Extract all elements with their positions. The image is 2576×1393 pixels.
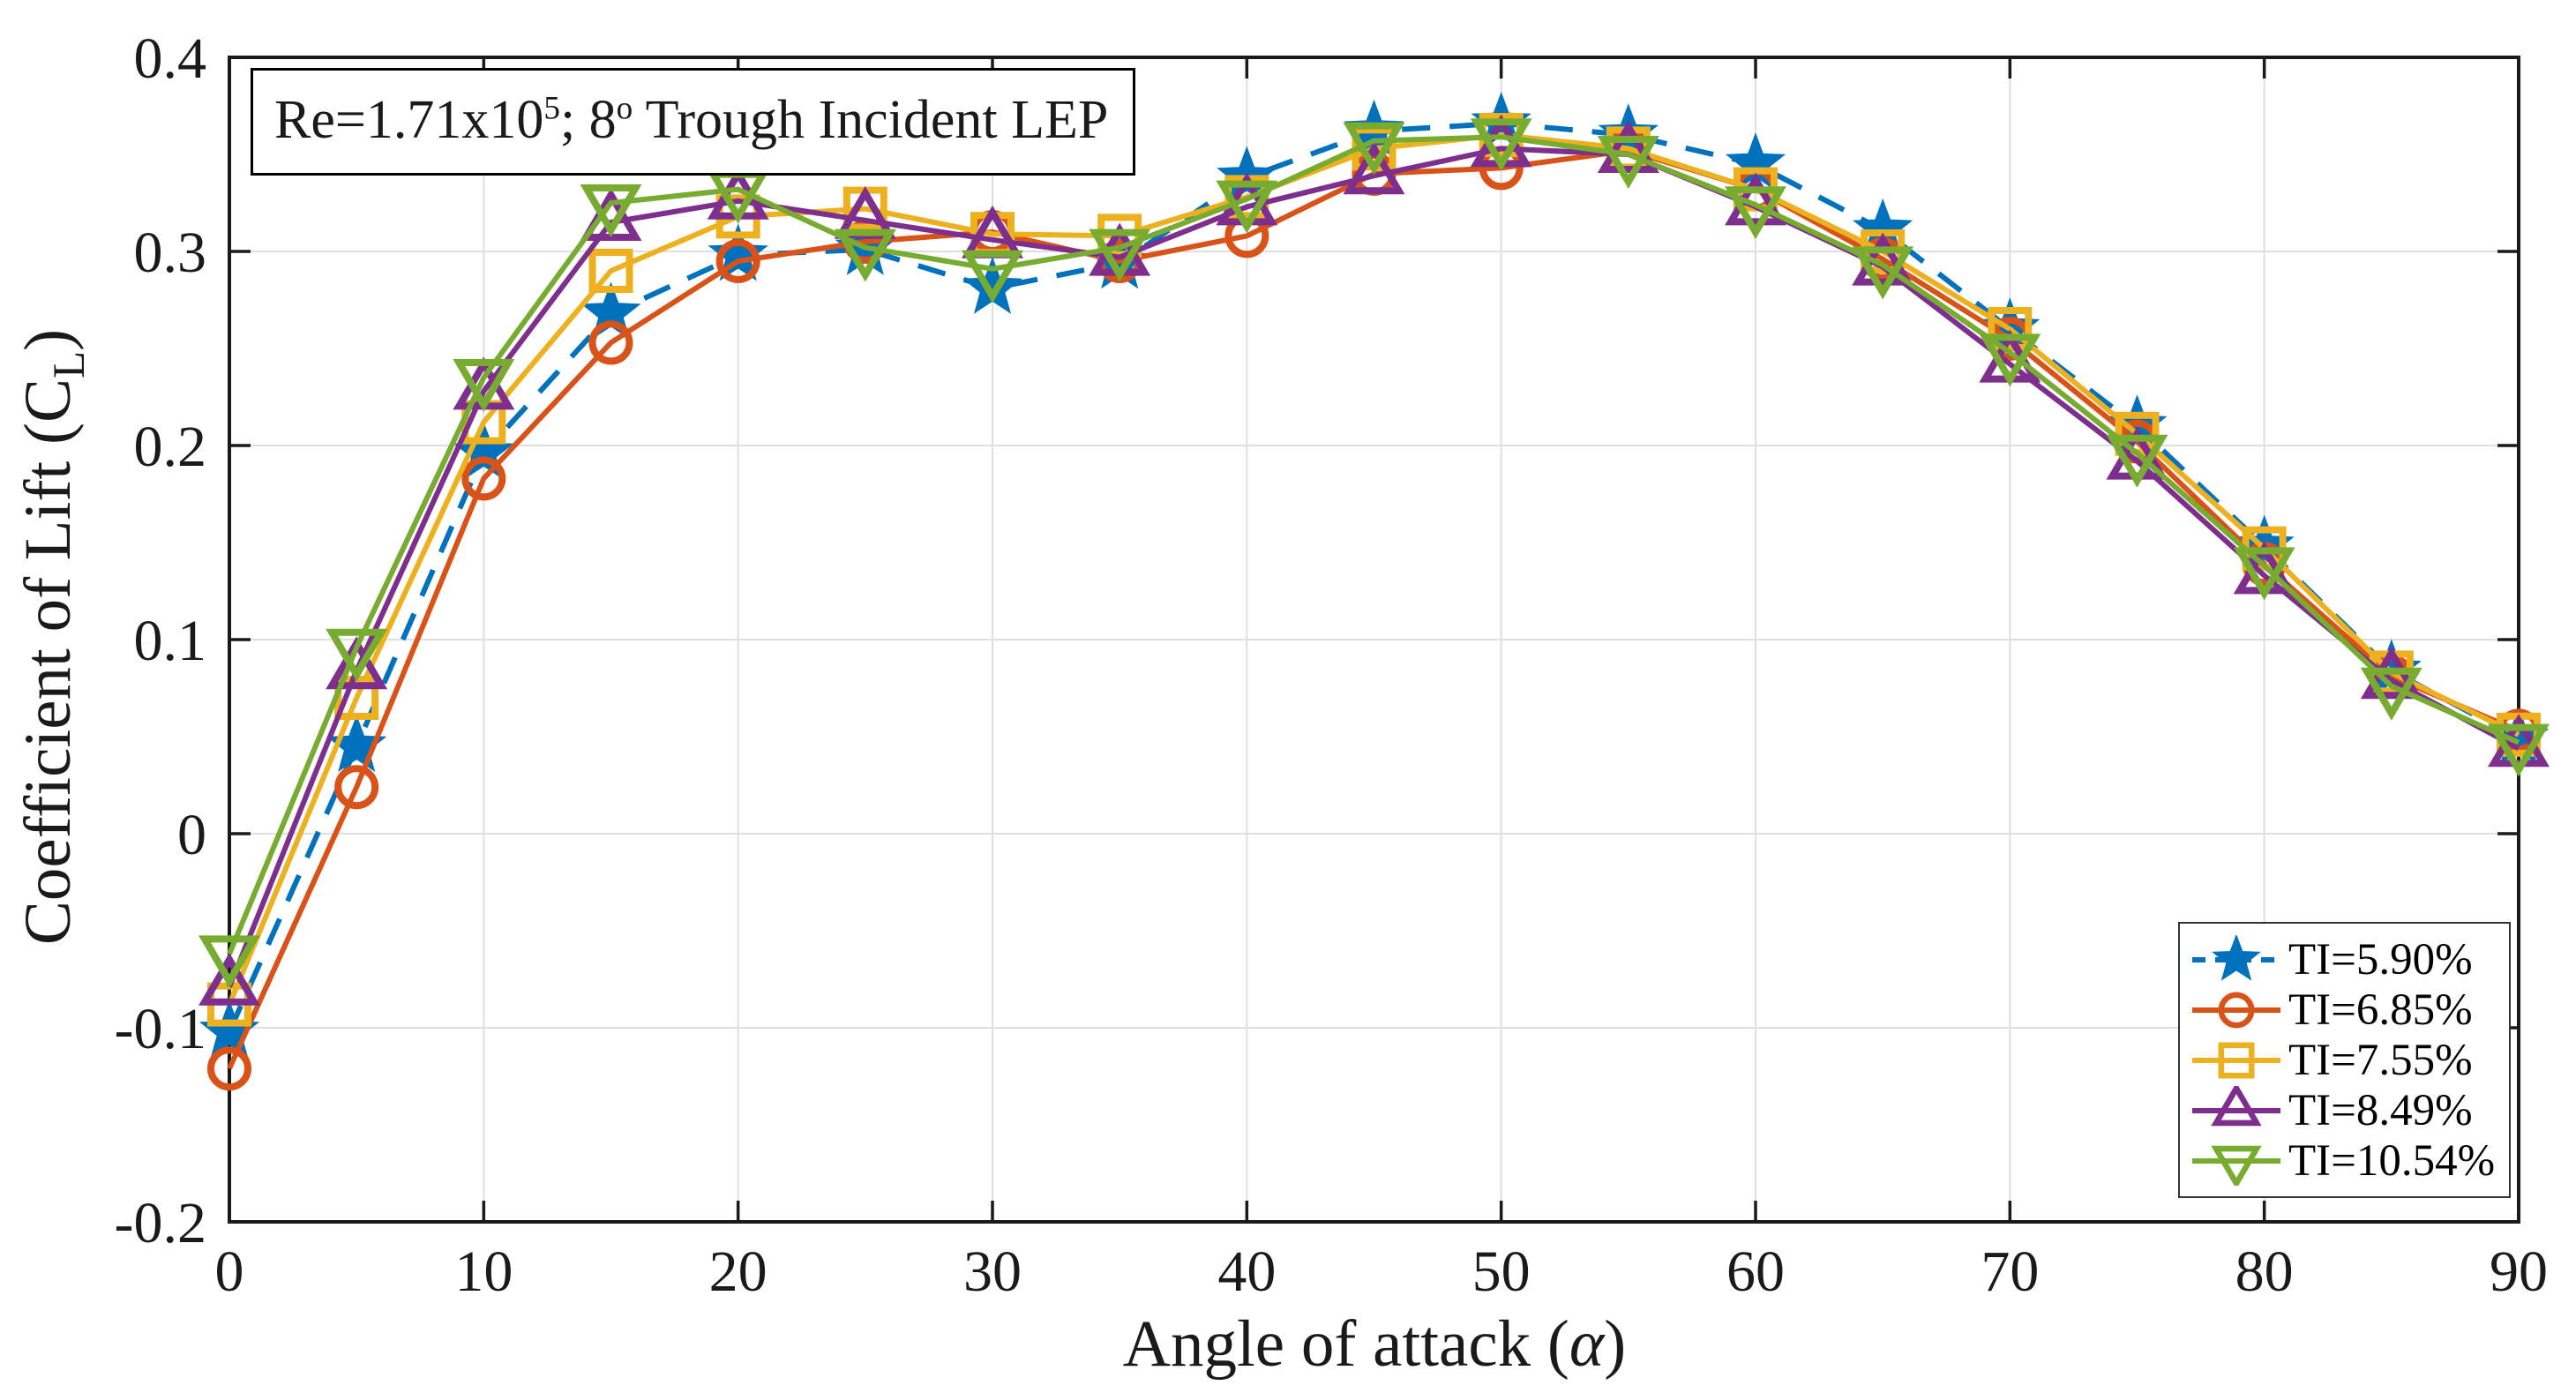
x-tick-label: 40	[1217, 1239, 1276, 1304]
marker-triangle-down	[1216, 180, 1278, 234]
legend-item-ti-6-85: TI=6.85%	[2190, 985, 2495, 1035]
marker-triangle-up	[326, 636, 388, 690]
x-tick-label: 0	[215, 1239, 244, 1304]
series-line-ti-7-55	[227, 132, 2520, 1006]
y-axis-label: Coefficient of Lift (CL)	[11, 329, 95, 945]
x-tick-label: 30	[963, 1239, 1022, 1304]
y-axis-label-text: Coefficient of Lift (C	[11, 378, 85, 946]
legend-item-ti-5-90: TI=5.90%	[2190, 934, 2495, 985]
marker-triangle-up	[1343, 141, 1405, 195]
marker-triangle-down	[1470, 118, 1532, 172]
y-axis-label-close: )	[11, 328, 85, 351]
marker-circle	[2218, 992, 2255, 1028]
marker-triangle-down	[2106, 434, 2168, 488]
annotation-angle-text: ; 8	[559, 90, 617, 150]
marker-circle	[461, 456, 506, 501]
legend-label-ti-7-55: TI=7.55%	[2288, 1035, 2473, 1085]
annotation-exponent: 5	[543, 90, 560, 127]
marker-triangle-up	[2211, 1085, 2262, 1126]
series-ti-5-90	[198, 91, 2550, 1058]
x-tick-label: 60	[1726, 1239, 1785, 1304]
series-markers-ti-7-55	[207, 113, 2541, 1027]
y-tick-label: 0.3	[134, 221, 207, 285]
marker-square	[588, 249, 633, 293]
marker-triangle-down	[2488, 723, 2550, 777]
legend-label-ti-5-90: TI=5.90%	[2288, 934, 2473, 985]
marker-triangle-down	[453, 359, 515, 412]
x-axis-label: Angle of attack (α)	[1123, 1307, 1626, 1382]
series-ti-8-49	[198, 114, 2550, 1006]
marker-square	[2218, 1041, 2255, 1078]
marker-triangle-down	[326, 628, 388, 682]
series-markers-ti-8-49	[198, 114, 2550, 1006]
marker-triangle-down	[198, 935, 260, 989]
marker-triangle-down	[1725, 186, 1786, 240]
series-line-ti-8-49	[227, 146, 2520, 988]
legend-label-ti-6-85: TI=6.85%	[2288, 985, 2473, 1035]
annotation-re-text: Re=1.71x10	[274, 90, 544, 150]
marker-triangle-down	[2233, 547, 2295, 601]
marker-triangle-down	[2211, 1145, 2262, 1186]
series-ti-10-54	[198, 118, 2550, 989]
x-tick-label: 10	[454, 1239, 513, 1304]
series-line-ti-6-85	[227, 147, 2520, 1070]
y-tick-label: 0	[177, 803, 206, 867]
legend-glyph-triangle-up-icon	[2192, 1085, 2280, 1126]
marker-triangle-up	[1597, 120, 1659, 173]
x-axis-label-close: )	[1604, 1307, 1627, 1381]
marker-star	[708, 223, 768, 281]
annotation-trough-text: Trough Incident LEP	[633, 90, 1109, 150]
marker-triangle-up	[198, 952, 260, 1006]
legend-item-ti-10-54: TI=10.54%	[2190, 1135, 2495, 1186]
legend-label-ti-8-49: TI=8.49%	[2288, 1085, 2473, 1135]
x-tick-label: 50	[1472, 1239, 1531, 1304]
legend-label-ti-10-54: TI=10.54%	[2288, 1135, 2496, 1186]
marker-triangle-down	[962, 250, 1023, 303]
y-axis-label-subscript: L	[45, 350, 94, 378]
legend-item-ti-7-55: TI=7.55%	[2190, 1035, 2495, 1085]
y-tick-label: 0.1	[134, 609, 207, 673]
y-tick-label: -0.1	[115, 997, 206, 1061]
x-axis-label-text: Angle of attack (	[1122, 1307, 1569, 1381]
marker-triangle-down	[2360, 667, 2422, 721]
y-tick-label: 0.4	[134, 26, 207, 91]
x-tick-label: 90	[2490, 1239, 2548, 1304]
series-markers-ti-10-54	[198, 118, 2550, 989]
x-tick-label: 70	[1981, 1239, 2039, 1304]
legend-glyph-triangle-down-icon	[2192, 1145, 2280, 1186]
legend-glyph-star-icon	[2192, 934, 2280, 981]
marker-circle	[334, 765, 379, 810]
grid-lines	[229, 57, 2519, 1222]
series-markers-ti-5-90	[198, 91, 2550, 1058]
marker-triangle-down	[1089, 228, 1151, 282]
marker-triangle-down	[1979, 333, 2041, 387]
marker-star	[2212, 934, 2261, 981]
legend-glyph-circle-icon	[2192, 992, 2280, 1028]
y-tick-label: -0.2	[115, 1191, 206, 1255]
x-tick-label: 80	[2235, 1239, 2294, 1304]
legend-item-ti-8-49: TI=8.49%	[2190, 1085, 2495, 1135]
marker-triangle-down	[834, 228, 896, 282]
x-axis-label-alpha: α	[1569, 1307, 1605, 1381]
marker-circle	[715, 239, 760, 283]
marker-circle	[588, 320, 633, 365]
marker-circle	[207, 1046, 251, 1091]
series-ti-7-55	[207, 113, 2541, 1027]
x-tick-label: 20	[709, 1239, 768, 1304]
series-line-ti-10-54	[227, 134, 2520, 955]
legend-glyph-square-icon	[2192, 1041, 2280, 1078]
marker-triangle-down	[1597, 136, 1659, 189]
annotation-box: Re=1.71x105; 8o Trough Incident LEP	[251, 68, 1136, 176]
marker-square	[1988, 307, 2033, 351]
annotation-degree: o	[616, 90, 633, 127]
legend-box: TI=5.90% TI=6.85% TI=7.55% TI=8.49% TI=10.54…	[2178, 922, 2512, 1198]
marker-triangle-down	[1343, 122, 1405, 176]
y-tick-label: 0.2	[134, 415, 207, 479]
marker-triangle-down	[580, 184, 642, 237]
marker-triangle-down	[1852, 246, 1914, 300]
